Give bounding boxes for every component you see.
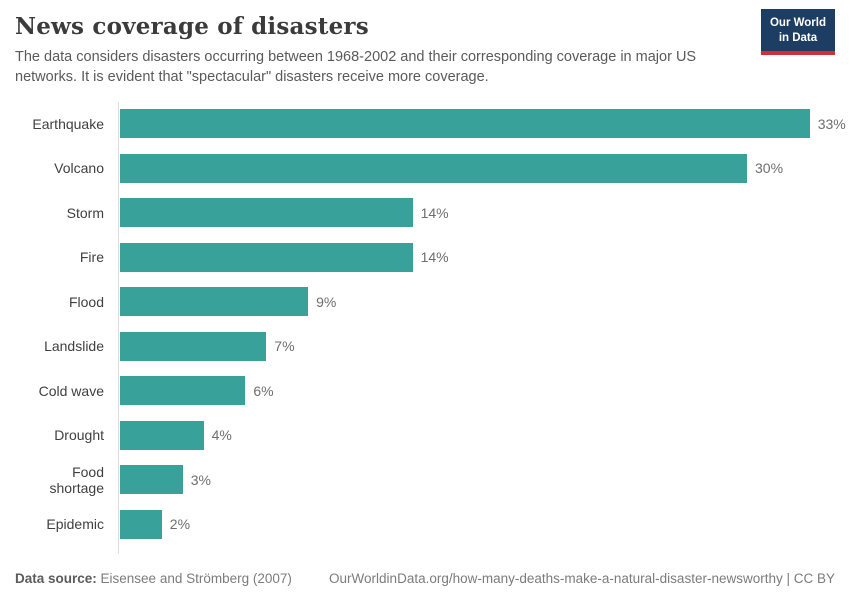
value-label: 33% [817, 115, 846, 132]
bar [120, 153, 747, 183]
value-label: 30% [755, 160, 784, 177]
category-label: Landslide [44, 338, 104, 355]
bar [120, 420, 204, 450]
data-source-text: Eisensee and Strömberg (2007) [96, 571, 292, 586]
bar-row: Fire 14% [15, 235, 835, 280]
bar-row: Landslide 7% [15, 324, 835, 369]
bar [120, 376, 246, 406]
bar-row: Storm 14% [15, 191, 835, 236]
chart-subtitle: The data considers disasters occurring b… [15, 49, 697, 86]
bar-area: 14% [111, 198, 835, 228]
category-label: Volcano [54, 160, 104, 177]
bar-area: 14% [111, 242, 835, 272]
category-label: Epidemic [46, 516, 104, 533]
bar [120, 509, 162, 539]
bar [120, 287, 309, 317]
bar-row: Epidemic 2% [15, 502, 835, 547]
category-label: Earthquake [32, 115, 104, 132]
chart-footer: Data source: Eisensee and Strömberg (200… [15, 571, 835, 600]
category-label: Cold wave [38, 382, 104, 399]
value-label: 9% [316, 293, 337, 310]
category-label: Drought [54, 427, 104, 444]
value-label: 3% [190, 471, 211, 488]
value-label: 7% [274, 338, 295, 355]
bar [120, 331, 267, 361]
category-label: Food shortage [49, 463, 104, 496]
value-label: 4% [211, 427, 232, 444]
bar-row: Volcano 30% [15, 146, 835, 191]
chart-rows: Earthquake 33% Volcano 30% Storm 14% Fir… [15, 102, 846, 554]
value-label: 6% [253, 382, 274, 399]
value-label: 14% [420, 249, 449, 266]
owid-logo: Our World in Data [760, 9, 835, 55]
bar-area: 30% [111, 153, 835, 183]
chart-header: News coverage of disasters The data cons… [15, 0, 835, 88]
bar-row: Earthquake 33% [15, 102, 846, 147]
bar-row: Cold wave 6% [15, 369, 835, 414]
bar-area: 2% [111, 509, 835, 539]
owid-logo-line1: Our World [769, 17, 826, 29]
bar-area: 3% [111, 465, 835, 495]
category-label: Storm [66, 204, 104, 221]
bar [120, 109, 810, 139]
bar-area: 7% [111, 331, 835, 361]
value-label: 14% [420, 204, 449, 221]
bar [120, 198, 413, 228]
value-label: 2% [169, 516, 191, 533]
bar [120, 465, 183, 495]
bar-row: Flood 9% [15, 280, 835, 325]
owid-logo-line2: in Data [778, 31, 818, 44]
bar-area: 4% [111, 420, 835, 450]
data-source: Data source: Eisensee and Strömberg (200… [15, 571, 292, 586]
bar-area: 6% [111, 376, 835, 406]
attribution-text: OurWorldinData.org/how-many-deaths-make-… [329, 571, 835, 586]
bar [120, 242, 413, 272]
data-source-label: Data source: [15, 571, 97, 586]
bar-area: 9% [111, 287, 835, 317]
bar-row: Food shortage 3% [15, 458, 835, 503]
bar-chart: Earthquake 33% Volcano 30% Storm 14% Fir… [15, 101, 846, 554]
bar-row: Drought 4% [15, 413, 835, 458]
chart-title: News coverage of disasters [15, 13, 369, 40]
category-label: Fire [79, 249, 104, 266]
bar-area: 33% [111, 109, 846, 139]
category-label: Flood [68, 293, 104, 310]
